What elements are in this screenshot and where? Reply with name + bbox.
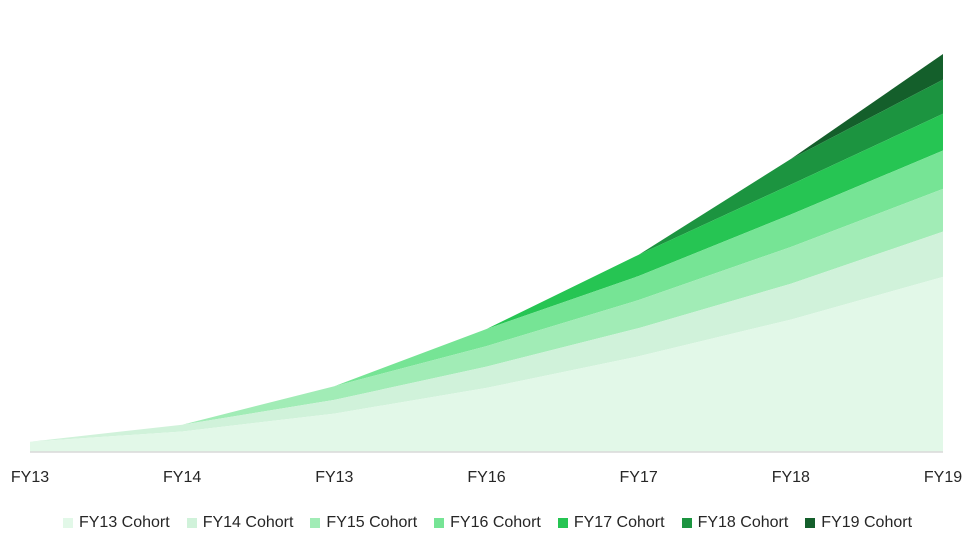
legend-swatch <box>310 518 321 528</box>
x-tick-label: FY17 <box>620 469 658 486</box>
legend-swatch <box>557 518 568 528</box>
legend-item: FY14 Cohort <box>186 514 294 532</box>
legend-item: FY15 Cohort <box>310 514 417 532</box>
legend-item: FY18 Cohort <box>681 514 789 532</box>
legend-item: FY17 Cohort <box>557 514 665 532</box>
legend-item: FY19 Cohort <box>805 514 912 532</box>
x-tick-label: FY13 <box>11 469 49 486</box>
legend-swatch <box>681 518 692 528</box>
x-tick-label: FY14 <box>163 469 201 486</box>
legend-swatch <box>805 518 816 528</box>
legend-swatch <box>62 518 73 528</box>
area-fy17-cohort <box>486 113 943 329</box>
legend-label: FY19 Cohort <box>821 514 913 531</box>
legend-item: FY16 Cohort <box>434 514 541 532</box>
area-fy18-cohort <box>638 79 943 255</box>
x-tick-label: FY13 <box>315 469 353 486</box>
legend-label: FY18 Cohort <box>697 514 789 531</box>
legend-label: FY14 Cohort <box>202 514 294 531</box>
x-tick-label: FY16 <box>467 469 505 486</box>
legend-label: FY15 Cohort <box>326 514 418 531</box>
x-tick-label: FY18 <box>772 469 810 486</box>
legend-swatch <box>434 518 445 528</box>
legend-item: FY13 Cohort <box>62 514 170 532</box>
area-fy13-cohort <box>30 276 943 452</box>
legend: FY13 Cohort FY14 Cohort FY15 Cohort FY16 Co… <box>0 512 975 534</box>
legend-label: FY16 Cohort <box>450 514 541 531</box>
legend-label: FY13 Cohort <box>78 514 170 531</box>
area-fy19-cohort <box>790 54 943 159</box>
legend-label: FY17 Cohort <box>573 514 665 531</box>
legend-swatch <box>186 518 197 528</box>
x-tick-label: FY19 <box>924 469 962 486</box>
area-series-group <box>30 54 943 452</box>
x-axis-tick-labels: FY13 FY14 FY13 FY16 FY17 FY18 FY19 <box>11 469 962 486</box>
